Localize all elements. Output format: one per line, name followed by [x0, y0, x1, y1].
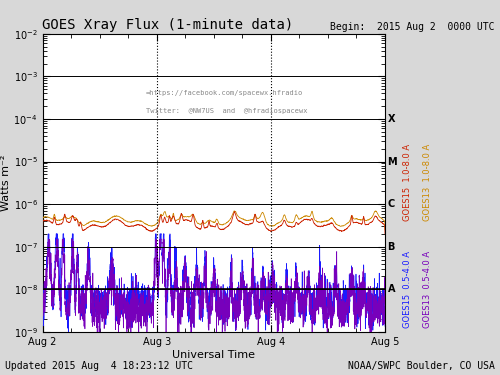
Text: Updated 2015 Aug  4 18:23:12 UTC: Updated 2015 Aug 4 18:23:12 UTC	[5, 361, 193, 371]
Text: A: A	[388, 284, 395, 294]
Y-axis label: Watts m⁻²: Watts m⁻²	[0, 154, 10, 211]
Text: GOES15  1.0-8.0 A: GOES15 1.0-8.0 A	[403, 144, 412, 221]
Text: X: X	[388, 114, 395, 124]
Text: GOES Xray Flux (1-minute data): GOES Xray Flux (1-minute data)	[42, 18, 294, 32]
X-axis label: Universal Time: Universal Time	[172, 350, 256, 360]
Text: C: C	[388, 199, 395, 209]
Text: Begin:  2015 Aug 2  0000 UTC: Begin: 2015 Aug 2 0000 UTC	[330, 22, 495, 32]
Text: =https://facebook.com/spacewx.hfradio: =https://facebook.com/spacewx.hfradio	[146, 90, 303, 96]
Text: GOES13  0.5-4.0 A: GOES13 0.5-4.0 A	[423, 251, 432, 328]
Text: GOES13  1.0-8.0 A: GOES13 1.0-8.0 A	[423, 144, 432, 221]
Text: Twitter:  @NW7US  and  @hfradiospacewx: Twitter: @NW7US and @hfradiospacewx	[146, 108, 307, 114]
Text: NOAA/SWPC Boulder, CO USA: NOAA/SWPC Boulder, CO USA	[348, 361, 495, 371]
Text: GOES15  0.5-4.0 A: GOES15 0.5-4.0 A	[403, 251, 412, 328]
Text: M: M	[388, 156, 397, 166]
Text: B: B	[388, 242, 395, 252]
